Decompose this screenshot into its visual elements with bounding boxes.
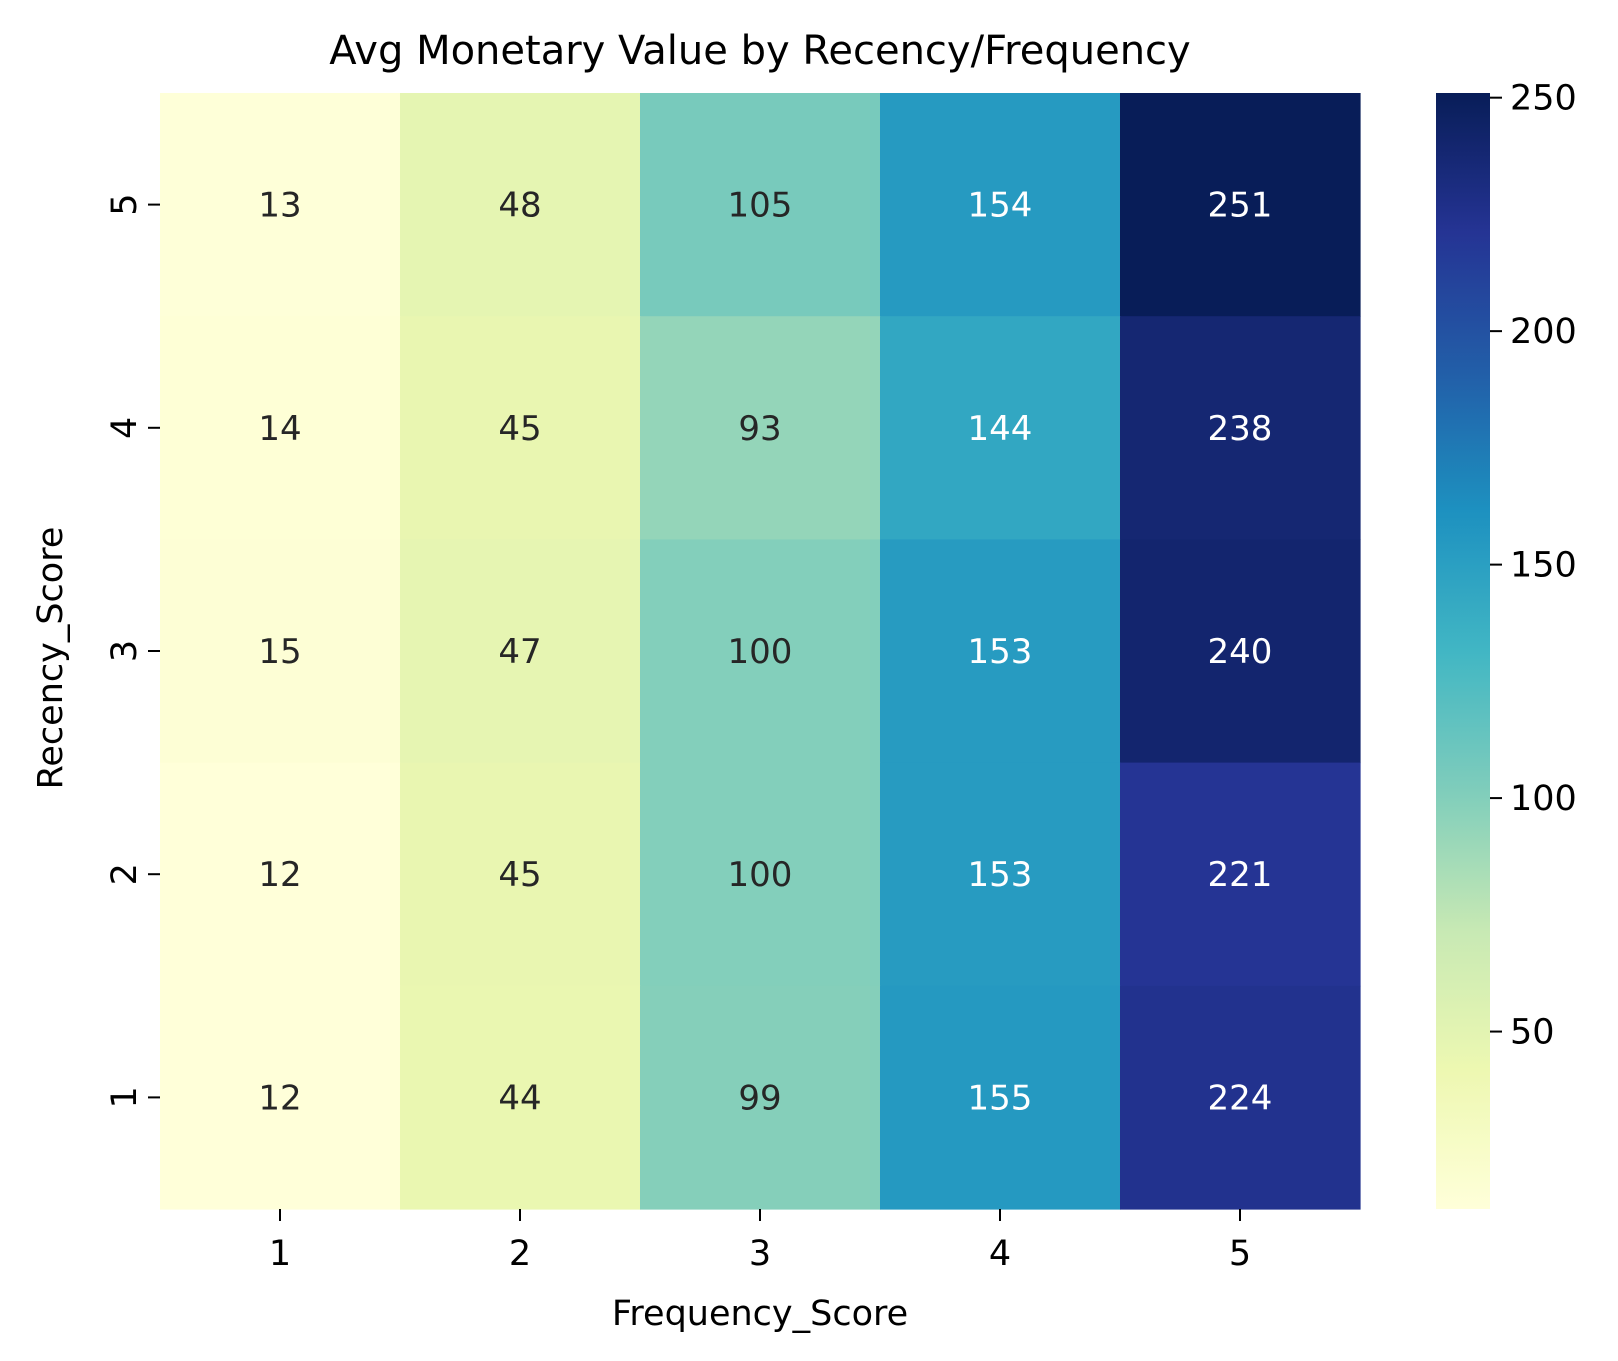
heatmap-cell [400, 93, 641, 317]
heatmap-cell [880, 985, 1121, 1210]
heatmap-cell [640, 316, 881, 540]
cell-value-label: 48 [498, 186, 541, 226]
cell-value-label: 44 [498, 1078, 541, 1118]
heatmap-cell [640, 93, 881, 317]
cell-value-label: 105 [728, 186, 793, 226]
heatmap-cell [1120, 539, 1361, 764]
y-tick-label: 5 [105, 193, 145, 215]
cell-value-label: 153 [968, 632, 1033, 672]
y-axis-label: Recency_Score [31, 527, 71, 790]
cell-value-label: 13 [258, 186, 301, 226]
heatmap-cell [1120, 93, 1361, 317]
chart-title: Avg Monetary Value by Recency/Frequency [329, 28, 1190, 74]
cell-value-label: 45 [498, 855, 541, 895]
heatmap-cell [400, 539, 641, 764]
heatmap-cell [880, 539, 1121, 764]
colorbar-tick-label: 250 [1510, 79, 1577, 119]
heatmap-cell [160, 985, 401, 1210]
cell-value-label: 47 [498, 632, 541, 672]
heatmap-cell [1120, 316, 1361, 540]
y-tick-label: 1 [105, 1086, 145, 1108]
heatmap-cell [1120, 762, 1361, 987]
x-tick-label: 4 [989, 1234, 1011, 1274]
heatmap-cell [880, 93, 1121, 317]
y-tick-label: 3 [105, 640, 145, 662]
heatmap-cell [640, 762, 881, 987]
colorbar-gradient [1436, 93, 1490, 1209]
cell-value-label: 12 [258, 855, 301, 895]
colorbar-tick-label: 200 [1510, 312, 1577, 352]
cell-value-label: 154 [968, 186, 1033, 226]
heatmap-cell [1120, 985, 1361, 1210]
y-tick-label: 4 [105, 417, 145, 439]
x-tick-label: 2 [509, 1234, 531, 1274]
cell-value-label: 15 [258, 632, 301, 672]
cell-value-label: 100 [728, 855, 793, 895]
colorbar-ticks: 50 100 150 200 250 [1490, 79, 1577, 1053]
cell-annotations: 13 48 105 154 251 14 45 93 144 238 15 47 100 153 240 12… [258, 186, 1272, 1119]
heatmap-cell [400, 762, 641, 987]
heatmap-cell [400, 316, 641, 540]
heatmap-cell [640, 985, 881, 1210]
cell-value-label: 221 [1208, 855, 1273, 895]
x-tick-label: 5 [1229, 1234, 1251, 1274]
cell-value-label: 93 [738, 409, 781, 449]
colorbar-tick-label: 100 [1510, 779, 1577, 819]
cell-value-label: 224 [1208, 1078, 1273, 1118]
heatmap-cell [880, 316, 1121, 540]
heatmap-cell [640, 539, 881, 764]
cell-value-label: 155 [968, 1078, 1033, 1118]
x-tick-label: 3 [749, 1234, 771, 1274]
y-tick-label: 2 [105, 863, 145, 885]
cell-value-label: 240 [1208, 632, 1273, 672]
colorbar-tick-label: 50 [1510, 1013, 1555, 1053]
heatmap-cell [160, 93, 401, 317]
heatmap-cell [400, 985, 641, 1210]
cell-value-label: 144 [968, 409, 1033, 449]
cell-value-label: 45 [498, 409, 541, 449]
cell-value-label: 251 [1208, 186, 1273, 226]
heatmap-cells [160, 93, 1361, 1210]
cell-value-label: 153 [968, 855, 1033, 895]
cell-value-label: 100 [728, 632, 793, 672]
x-tick-label: 1 [269, 1234, 291, 1274]
x-axis-label: Frequency_Score [612, 1294, 908, 1334]
colorbar-tick-label: 150 [1510, 546, 1577, 586]
heatmap-cell [160, 316, 401, 540]
cell-value-label: 14 [258, 409, 301, 449]
cell-value-label: 99 [738, 1078, 781, 1118]
x-axis: 1 2 3 4 5 [269, 1209, 1251, 1274]
cell-value-label: 238 [1208, 409, 1273, 449]
heatmap-cell [160, 539, 401, 764]
cell-value-label: 12 [258, 1078, 301, 1118]
colorbar: 50 100 150 200 250 [1436, 79, 1577, 1209]
heatmap-cell [880, 762, 1121, 987]
heatmap-cell [160, 762, 401, 987]
y-axis: 5 4 3 2 1 [105, 193, 160, 1109]
